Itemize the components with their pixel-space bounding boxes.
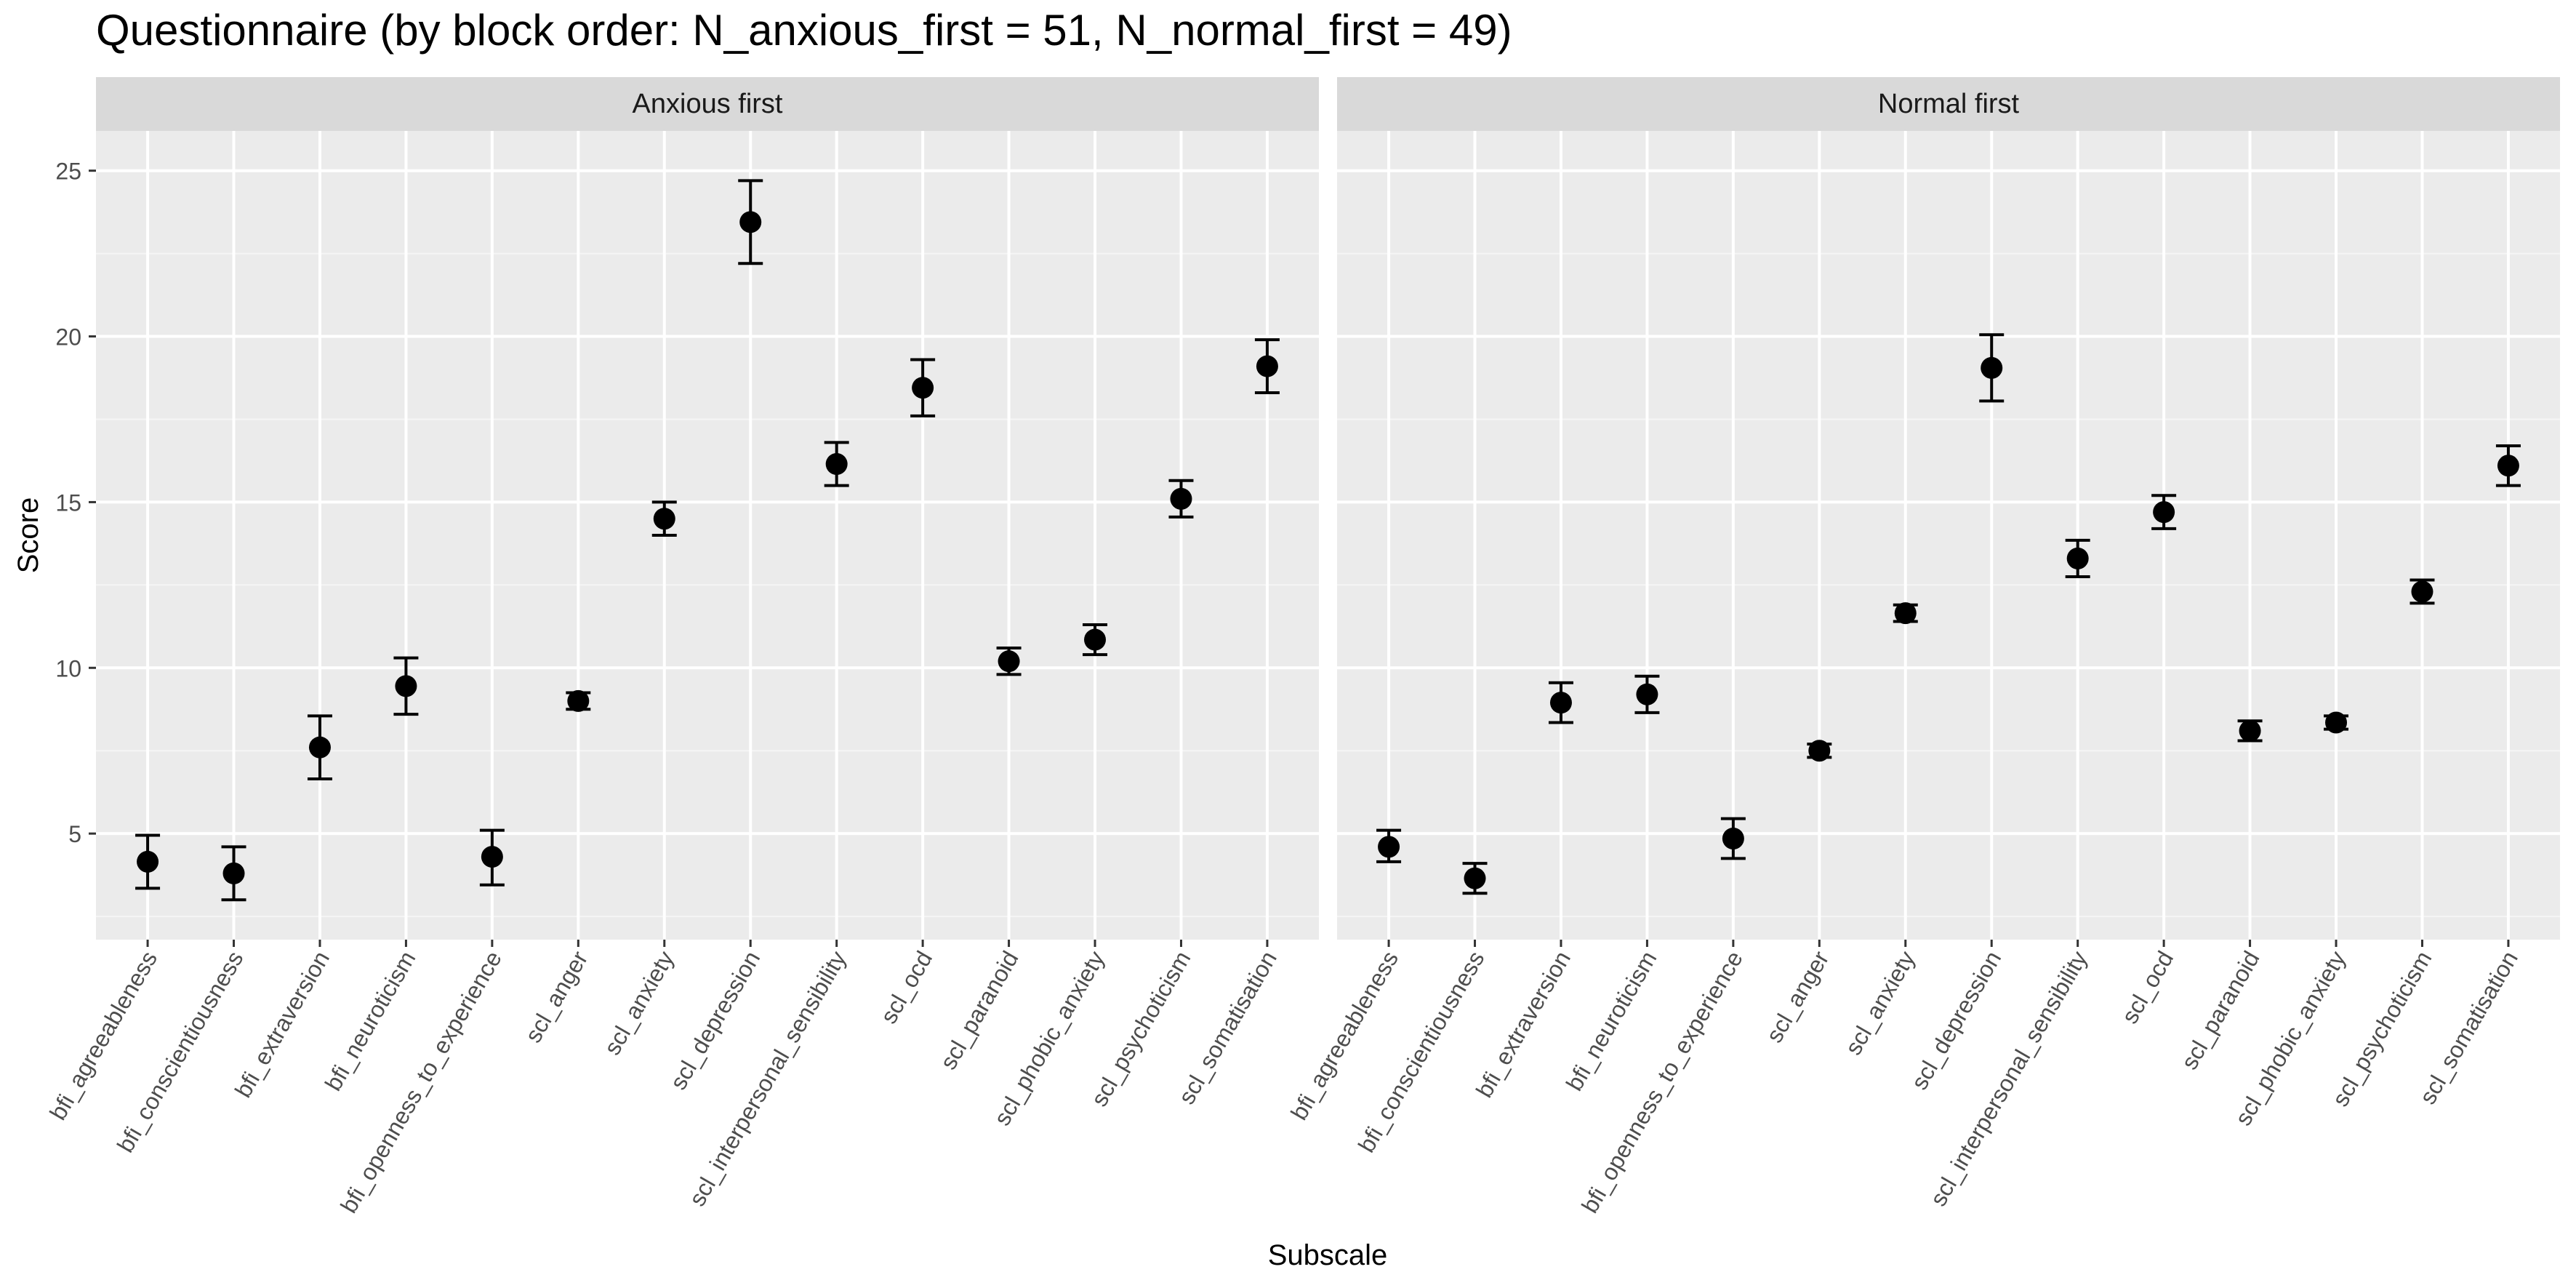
data-point <box>137 850 159 873</box>
x-tick-label: scl_depression <box>665 947 765 1095</box>
y-tick-label: 15 <box>55 489 81 516</box>
data-point <box>1170 487 1192 510</box>
x-tick-label: scl_paranoid <box>2176 947 2265 1074</box>
x-tick-label: scl_ocd <box>875 947 937 1028</box>
data-point <box>739 211 762 233</box>
y-tick-label: 20 <box>55 324 81 351</box>
data-point <box>2411 580 2433 603</box>
y-tick-label: 5 <box>68 821 81 847</box>
x-tick-label: scl_anxiety <box>599 947 679 1060</box>
panel-background <box>1337 131 2560 940</box>
data-point <box>2239 719 2261 742</box>
data-point <box>395 675 417 697</box>
data-point <box>1256 355 1278 377</box>
x-tick-label: scl_depression <box>1906 947 2006 1095</box>
facet-strip <box>96 77 1319 131</box>
facet-strip-label: Anxious first <box>633 89 783 119</box>
data-point <box>653 508 675 530</box>
x-tick-label: scl_interpersonal_sensibility <box>1925 947 2092 1211</box>
x-tick-label: scl_somatisation <box>1173 947 1282 1109</box>
data-point <box>308 736 331 759</box>
data-point <box>1464 867 1486 889</box>
x-tick-label: bfi_neuroticism <box>320 947 421 1095</box>
data-point <box>222 862 245 884</box>
x-tick-label: scl_anxiety <box>1840 947 1920 1060</box>
data-point <box>1981 356 2003 379</box>
x-tick-label: scl_paranoid <box>935 947 1024 1074</box>
facet-strip <box>1337 77 2560 131</box>
y-tick-label: 10 <box>55 655 81 681</box>
x-tick-label: scl_anger <box>1761 946 1834 1047</box>
x-tick-label: bfi_openness_to_experience <box>335 947 507 1217</box>
chart-title: Questionnaire (by block order: N_anxious… <box>96 6 1512 55</box>
data-point <box>2325 711 2348 734</box>
data-point <box>1722 828 1744 849</box>
data-point <box>1636 683 1658 705</box>
data-point <box>481 846 503 868</box>
data-point <box>1808 740 1831 762</box>
data-point <box>567 689 590 712</box>
x-tick-label: scl_anger <box>520 946 593 1047</box>
x-tick-label: scl_somatisation <box>2415 947 2523 1109</box>
data-point <box>2153 501 2175 524</box>
x-tick-label: bfi_openness_to_experience <box>1576 947 1748 1217</box>
data-point <box>912 377 934 399</box>
x-tick-label: bfi_neuroticism <box>1561 947 1662 1095</box>
data-point <box>1378 836 1400 858</box>
data-point <box>2066 547 2089 569</box>
data-point <box>1549 692 1572 714</box>
y-axis-label: Score <box>12 497 44 574</box>
x-tick-label: bfi_extraversion <box>230 947 334 1103</box>
data-point <box>825 453 848 476</box>
y-tick-label: 25 <box>55 159 81 185</box>
x-axis-label: Subscale <box>1268 1239 1388 1271</box>
panel-background <box>96 131 1319 940</box>
data-point <box>1894 602 1917 625</box>
facet-strip-label: Normal first <box>1878 89 2020 119</box>
x-tick-label: scl_interpersonal_sensibility <box>683 947 851 1211</box>
x-tick-label: scl_ocd <box>2116 947 2178 1028</box>
data-point <box>2497 455 2519 477</box>
x-tick-label: bfi_extraversion <box>1471 947 1576 1103</box>
data-point <box>998 650 1020 673</box>
data-point <box>1084 628 1107 651</box>
